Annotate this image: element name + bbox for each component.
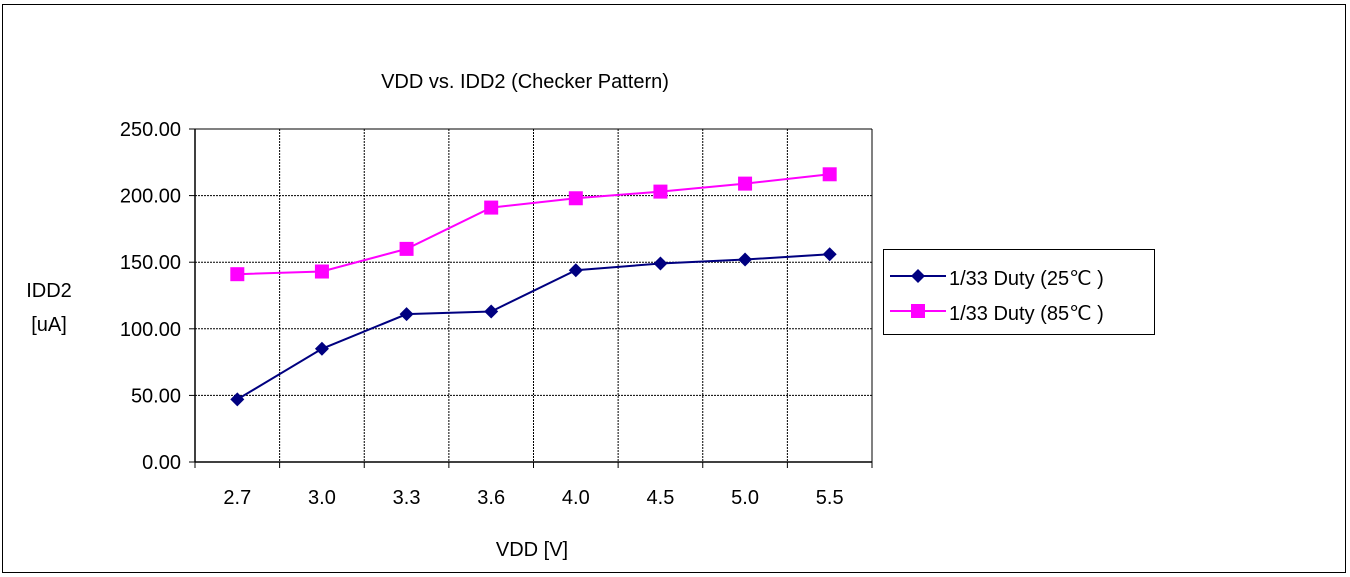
data-point-diamond [484, 304, 499, 319]
series-line-0 [236, 253, 830, 401]
data-point-square [568, 191, 583, 206]
data-point-diamond [738, 252, 753, 267]
data-point-diamond [314, 341, 329, 356]
data-point-square [738, 176, 753, 191]
x-tick-label: 3.3 [393, 487, 421, 509]
y-tick-label: 150.00 [120, 252, 181, 274]
legend: 1/33 Duty (25℃ ) 1/33 Duty (85℃ ) [883, 249, 1155, 335]
x-tick-label: 3.6 [477, 487, 505, 509]
y-axis-label-line1: IDD2 [26, 280, 72, 302]
legend-label-25c: 1/33 Duty (25℃ ) [949, 268, 1104, 290]
y-tick-label: 250.00 [120, 119, 181, 141]
x-tick-label: 5.0 [731, 487, 759, 509]
data-point-diamond [822, 247, 837, 262]
data-point-square [653, 184, 668, 199]
legend-item-85c: 1/33 Duty (85℃ ) [884, 297, 1154, 325]
legend-item-25c: 1/33 Duty (25℃ ) [884, 262, 1154, 290]
data-point-square [484, 200, 499, 215]
x-tick-label: 3.0 [308, 487, 336, 509]
y-tick-label: 0.00 [142, 452, 181, 474]
data-point-diamond [230, 392, 245, 407]
data-point-square [399, 241, 414, 256]
data-point-diamond [568, 263, 583, 278]
series-line-1 [237, 173, 830, 276]
y-tick-label: 100.00 [120, 319, 181, 341]
legend-marker-diamond [890, 269, 946, 283]
data-point-square [314, 264, 329, 279]
x-axis-label: VDD [V] [496, 539, 568, 561]
data-point-square [822, 167, 837, 182]
data-point-square [230, 267, 245, 282]
plot-grid [195, 128, 873, 462]
x-tick-label: 5.5 [816, 487, 844, 509]
data-point-diamond [399, 307, 414, 322]
data-point-diamond [653, 256, 668, 271]
y-tick-label: 50.00 [131, 385, 181, 407]
chart-title: VDD vs. IDD2 (Checker Pattern) [381, 71, 669, 93]
x-tick-label: 4.5 [647, 487, 675, 509]
x-tick-label: 2.7 [223, 487, 251, 509]
x-tick-label: 4.0 [562, 487, 590, 509]
legend-marker-square [890, 304, 946, 318]
y-axis-label-line2: [uA] [31, 314, 67, 336]
legend-label-85c: 1/33 Duty (85℃ ) [949, 303, 1104, 325]
y-tick-label: 200.00 [120, 186, 181, 208]
